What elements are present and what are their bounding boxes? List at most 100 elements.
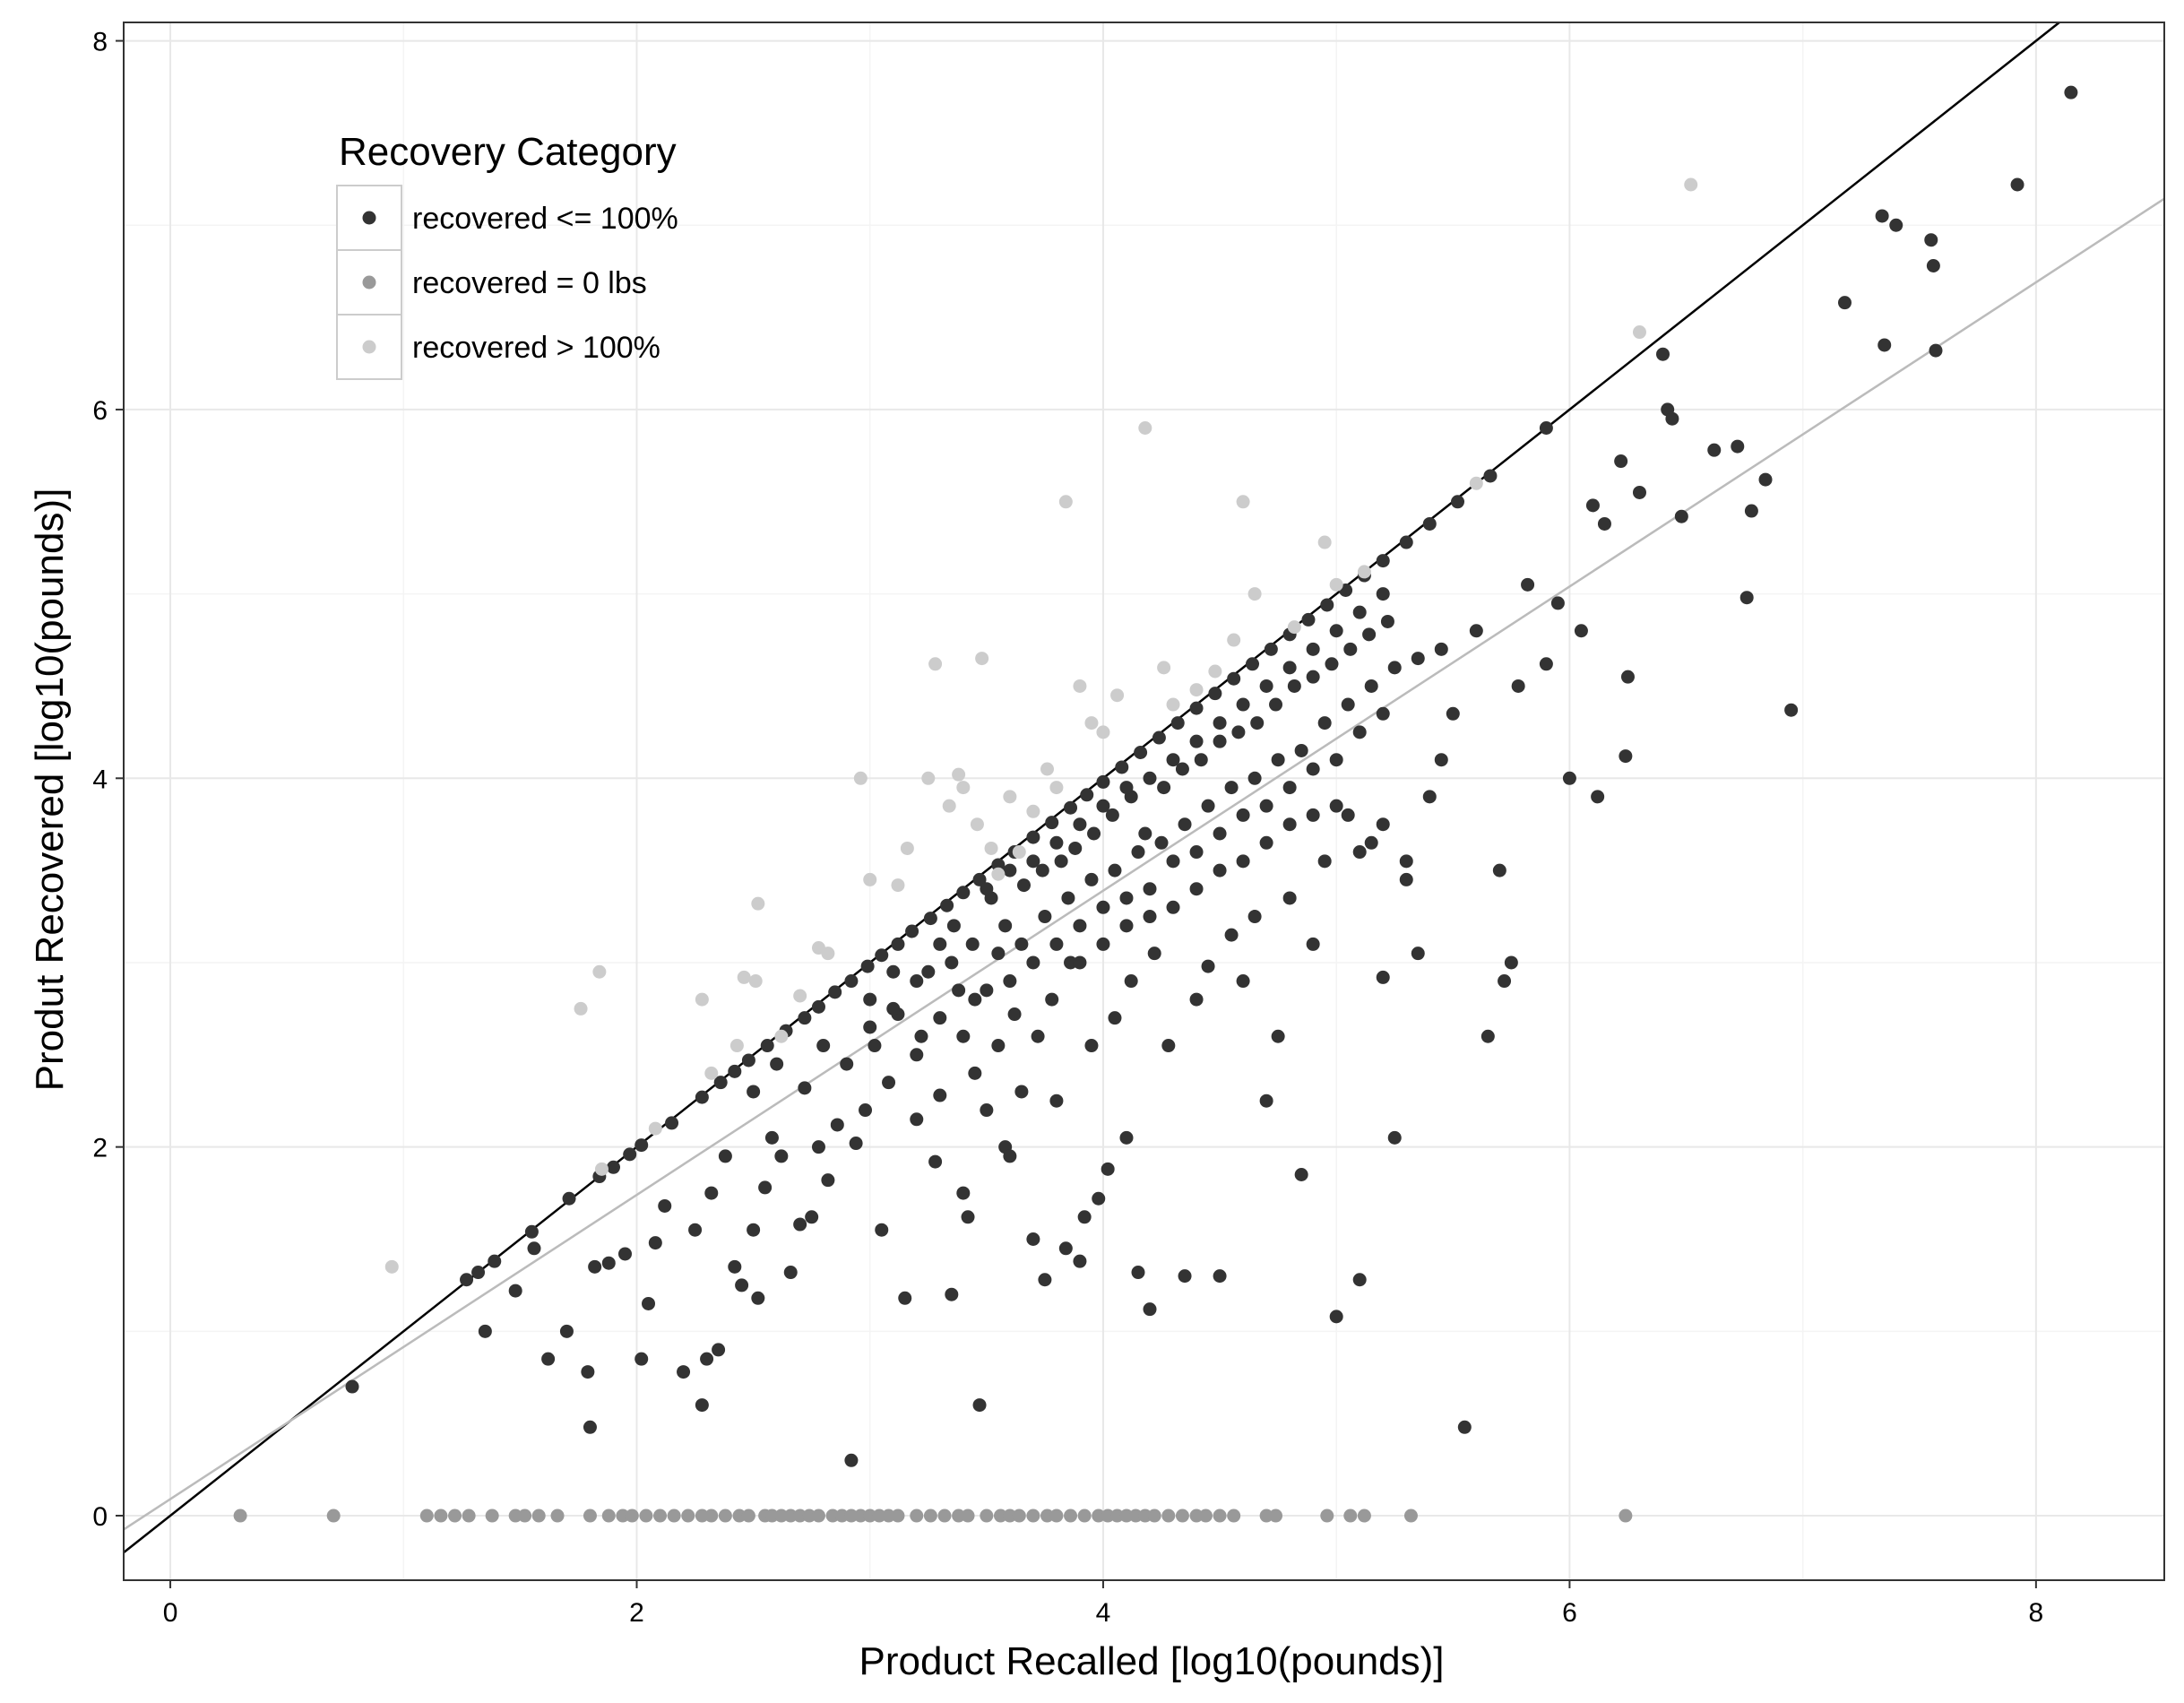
data-point xyxy=(485,1508,499,1523)
data-point xyxy=(1110,1508,1125,1523)
data-point xyxy=(1550,596,1565,610)
data-point xyxy=(1208,664,1222,679)
data-point xyxy=(1110,688,1125,703)
data-point xyxy=(1064,955,1078,970)
data-point xyxy=(1325,657,1339,671)
data-point xyxy=(527,1241,541,1256)
data-point xyxy=(460,1273,474,1287)
data-point xyxy=(1399,535,1413,549)
data-point xyxy=(1231,725,1246,739)
data-point xyxy=(830,1118,844,1132)
data-point xyxy=(798,1011,812,1025)
data-point xyxy=(642,1296,656,1310)
data-point xyxy=(1376,817,1390,832)
data-point xyxy=(1380,614,1394,628)
y-axis: 0 2 4 6 8 xyxy=(92,28,124,1532)
data-point xyxy=(821,1173,835,1188)
data-point xyxy=(718,1149,732,1163)
data-point xyxy=(1282,817,1297,832)
data-point xyxy=(704,1066,719,1080)
data-point xyxy=(1306,937,1320,951)
data-point xyxy=(732,1508,747,1523)
data-point xyxy=(606,1160,620,1174)
data-point xyxy=(1227,633,1241,647)
data-point xyxy=(1073,1254,1087,1268)
data-point xyxy=(1128,1508,1143,1523)
y-axis-title: Produt Recovered [log10(pounds)] xyxy=(28,488,72,1092)
data-point xyxy=(1213,734,1227,748)
data-point xyxy=(419,1508,434,1523)
data-point xyxy=(1049,1094,1064,1108)
data-point xyxy=(653,1508,668,1523)
data-point xyxy=(508,1508,522,1523)
data-point xyxy=(748,974,763,989)
data-point xyxy=(1929,343,1943,358)
data-point xyxy=(1058,495,1073,509)
data-point xyxy=(1483,469,1498,483)
data-point xyxy=(1213,716,1227,730)
data-point xyxy=(1189,734,1204,748)
data-point xyxy=(1166,854,1180,869)
data-point xyxy=(811,999,825,1014)
data-point xyxy=(764,1130,779,1145)
y-tick-label: 6 xyxy=(92,396,108,426)
data-point xyxy=(956,886,971,900)
data-point xyxy=(1269,1508,1283,1523)
data-point xyxy=(1247,587,1262,601)
data-point xyxy=(1259,1508,1273,1523)
data-point xyxy=(1620,670,1635,684)
data-point xyxy=(1045,816,1059,830)
data-point xyxy=(774,1508,789,1523)
data-point xyxy=(1026,830,1040,844)
data-point xyxy=(900,841,914,855)
y-tick-label: 2 xyxy=(92,1134,108,1163)
data-point xyxy=(1665,411,1679,426)
data-point xyxy=(1434,753,1448,767)
legend-entry: recovered = 0 lbs xyxy=(336,249,647,316)
data-point xyxy=(1157,781,1171,795)
data-point xyxy=(737,970,751,984)
data-point xyxy=(946,919,961,933)
data-point xyxy=(970,817,984,832)
data-point xyxy=(758,1180,773,1195)
data-point xyxy=(1143,771,1157,785)
data-point xyxy=(1119,891,1134,905)
plot-panel xyxy=(124,22,2164,1580)
data-point xyxy=(1084,872,1099,886)
data-point xyxy=(478,1324,492,1338)
data-point xyxy=(853,1508,868,1523)
data-point xyxy=(1138,826,1152,841)
data-point xyxy=(1096,725,1110,739)
data-point xyxy=(945,955,959,970)
data-point xyxy=(384,1259,399,1274)
data-point xyxy=(1087,826,1101,841)
data-point xyxy=(1138,420,1152,435)
x-tick-label: 8 xyxy=(2029,1598,2044,1628)
data-point xyxy=(811,1508,825,1523)
data-point xyxy=(1119,919,1134,933)
data-point xyxy=(665,1116,679,1130)
data-point xyxy=(1731,439,1745,454)
data-point xyxy=(1068,841,1083,855)
data-point xyxy=(667,1508,681,1523)
data-point xyxy=(1259,1094,1273,1108)
data-point xyxy=(704,1508,719,1523)
data-point xyxy=(965,937,980,951)
data-point xyxy=(1077,1210,1092,1224)
data-point xyxy=(991,867,1006,881)
data-point xyxy=(1343,642,1358,656)
data-point xyxy=(961,1508,975,1523)
data-point xyxy=(1287,679,1301,693)
data-point xyxy=(980,882,994,896)
data-point xyxy=(559,1324,574,1338)
data-point xyxy=(592,964,607,979)
data-point xyxy=(798,1081,812,1095)
data-point xyxy=(471,1266,486,1280)
data-point xyxy=(1208,687,1222,701)
data-point xyxy=(718,1508,732,1523)
data-point xyxy=(921,964,936,979)
data-points xyxy=(233,85,2078,1523)
data-point xyxy=(961,1210,975,1224)
data-point xyxy=(1889,218,1903,232)
data-point xyxy=(2064,85,2078,99)
